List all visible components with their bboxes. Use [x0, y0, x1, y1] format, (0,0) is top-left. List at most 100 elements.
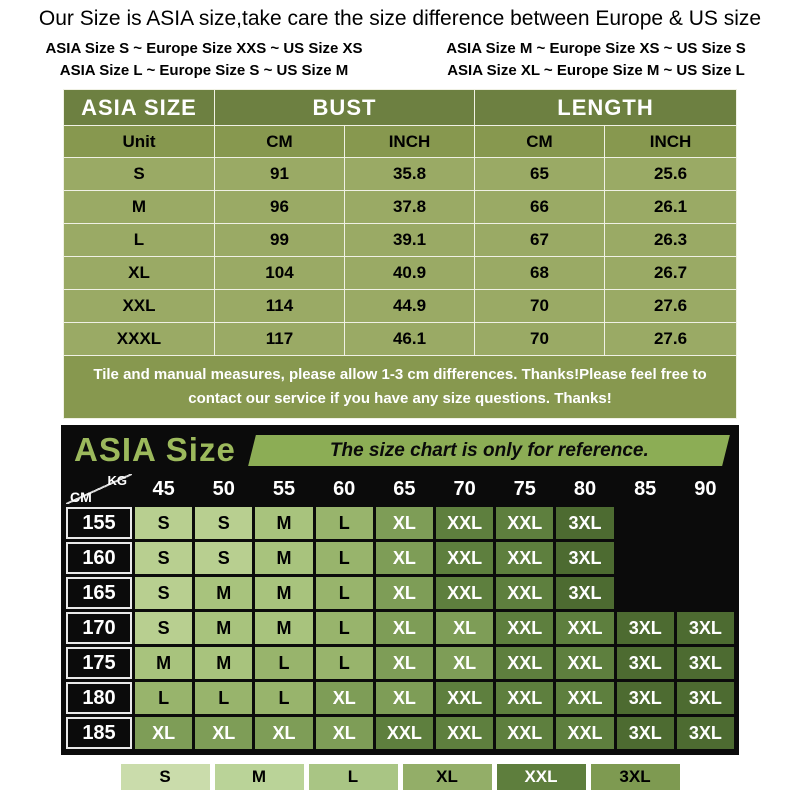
size-recommendation-cell: M	[195, 577, 253, 609]
size-recommendation-cell: L	[255, 647, 313, 679]
measurement-cell: 27.6	[603, 322, 738, 356]
size-table-row: L 99 39.1 67 26.3	[62, 223, 738, 257]
size-recommendation-cell: S	[195, 542, 253, 574]
weight-header-cell: 65	[393, 477, 416, 500]
size-recommendation-cell: XXL	[556, 612, 614, 644]
size-table-row: XXL 114 44.9 70 27.6	[62, 289, 738, 323]
size-recommendation-cell: XXL	[496, 647, 554, 679]
size-recommendation-cell: XXL	[496, 507, 554, 539]
measurement-cell: 44.9	[343, 289, 476, 323]
unit-cm-cell: CM	[213, 125, 345, 158]
size-recommendation-cell: M	[255, 542, 313, 574]
measurement-cell: 99	[213, 223, 345, 257]
unit-inch-cell: INCH	[343, 125, 476, 158]
measurement-cell: 117	[213, 322, 345, 356]
size-recommendation-cell: XL	[375, 542, 433, 574]
measurement-cell: 39.1	[343, 223, 476, 257]
page-title: Our Size is ASIA size,take care the size…	[38, 7, 762, 30]
size-recommendation-cell: XL	[375, 682, 433, 714]
size-recommendation-cell: XXL	[496, 717, 554, 749]
size-recommendation-cell: XXL	[436, 682, 494, 714]
measurement-cell: 68	[474, 256, 605, 290]
height-label-cell: 165	[66, 577, 132, 609]
measurement-cell: 40.9	[343, 256, 476, 290]
size-recommendation-cell: XL	[375, 647, 433, 679]
measurement-cell: 65	[474, 157, 605, 191]
empty-cell	[677, 507, 734, 539]
reference-banner: The size chart is only for reference.	[247, 434, 730, 466]
unit-row: Unit CM INCH CM INCH	[62, 125, 738, 158]
legend-item: XL	[402, 764, 492, 790]
height-label-cell: 170	[66, 612, 132, 644]
empty-cell	[617, 577, 674, 609]
size-recommendation-cell: XXL	[496, 577, 554, 609]
size-recommendation-cell: XXL	[436, 507, 494, 539]
matrix-grid: KG CM 45 50 55 60 65 70 75 80 85 90 155 S S M L XL XXL XX…	[66, 473, 734, 749]
size-recommendation-cell: 3XL	[556, 542, 614, 574]
size-name-cell: XXXL	[62, 322, 215, 356]
size-legend: S M L XL XXL 3XL	[0, 764, 800, 790]
weight-header-cell: 90	[694, 477, 717, 500]
height-label-cell: 180	[66, 682, 132, 714]
size-recommendation-cell: M	[195, 612, 253, 644]
size-recommendation-cell: XXL	[496, 682, 554, 714]
height-label-cell: 175	[66, 647, 132, 679]
size-recommendation-cell: XL	[375, 507, 433, 539]
size-recommendation-cell: XXL	[556, 647, 614, 679]
size-recommendation-cell: S	[135, 507, 193, 539]
weight-header-cell: 60	[333, 477, 356, 500]
size-recommendation-cell: XXL	[436, 717, 494, 749]
measurement-cell: 25.6	[603, 157, 738, 191]
size-name-cell: XL	[62, 256, 215, 290]
size-recommendation-cell: 3XL	[676, 682, 734, 714]
size-recommendation-cell: XL	[255, 717, 313, 749]
empty-cell	[677, 542, 734, 574]
measurement-cell: 66	[474, 190, 605, 224]
size-measurement-table: ASIA SIZE BUST LENGTH Unit CM INCH CM IN…	[62, 89, 738, 419]
measurement-cell: 27.6	[603, 289, 738, 323]
size-equivalence-block: ASIA Size S ~ Europe Size XXS ~ US Size …	[8, 40, 792, 79]
measure-note-row: Tile and manual measures, please allow 1…	[62, 355, 738, 419]
size-recommendation-cell: XXL	[375, 717, 433, 749]
size-recommendation-cell: 3XL	[616, 682, 674, 714]
equivalence-line-l: ASIA Size L ~ Europe Size S ~ US Size M	[59, 62, 349, 79]
legend-item: 3XL	[590, 764, 680, 790]
size-recommendation-cell: 3XL	[676, 717, 734, 749]
cm-axis-label: CM	[70, 489, 92, 505]
size-table-row: M 96 37.8 66 26.1	[62, 190, 738, 224]
size-recommendation-cell: XL	[375, 612, 433, 644]
size-recommendation-cell: XL	[375, 577, 433, 609]
size-recommendation-cell: 3XL	[676, 647, 734, 679]
size-recommendation-cell: M	[255, 507, 313, 539]
size-table-header-row: ASIA SIZE BUST LENGTH	[62, 89, 738, 126]
size-recommendation-cell: M	[255, 577, 313, 609]
empty-cell	[617, 507, 674, 539]
size-recommendation-cell: XL	[315, 717, 373, 749]
size-recommendation-cell: M	[135, 647, 193, 679]
size-name-cell: L	[62, 223, 215, 257]
measure-note: Tile and manual measures, please allow 1…	[62, 355, 738, 419]
unit-label-cell: Unit	[62, 125, 215, 158]
size-recommendation-cell: L	[135, 682, 193, 714]
size-recommendation-cell: XXL	[556, 682, 614, 714]
size-recommendation-cell: XXL	[436, 577, 494, 609]
kg-axis-label: KG	[107, 473, 128, 488]
size-name-cell: XXL	[62, 289, 215, 323]
reference-banner-text: The size chart is only for reference.	[329, 439, 649, 460]
size-name-cell: S	[62, 157, 215, 191]
measurement-cell: 104	[213, 256, 345, 290]
size-recommendation-cell: 3XL	[556, 507, 614, 539]
unit-inch-cell: INCH	[603, 125, 738, 158]
size-recommendation-cell: XL	[315, 682, 373, 714]
size-recommendation-cell: L	[315, 577, 373, 609]
size-recommendation-cell: L	[315, 647, 373, 679]
asia-size-header: ASIA SIZE	[62, 89, 215, 126]
size-recommendation-cell: S	[195, 507, 253, 539]
bust-header: BUST	[213, 89, 476, 126]
measurement-cell: 35.8	[343, 157, 476, 191]
legend-item: M	[214, 764, 304, 790]
weight-header-cell: 85	[634, 477, 657, 500]
measurement-cell: 26.3	[603, 223, 738, 257]
measurement-cell: 26.1	[603, 190, 738, 224]
